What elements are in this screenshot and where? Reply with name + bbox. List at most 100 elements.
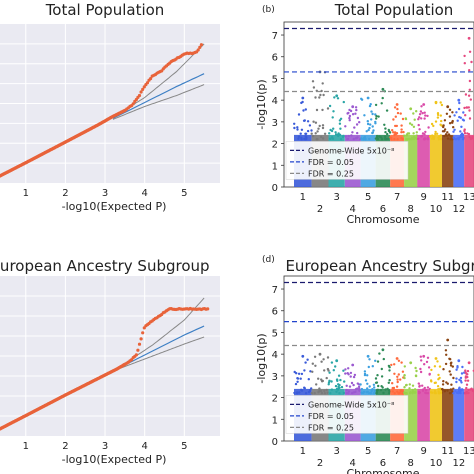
snp-point bbox=[325, 388, 328, 392]
y-tick-label: 1 bbox=[272, 161, 278, 172]
legend-label: FDR = 0.05 bbox=[308, 412, 354, 421]
snp-point bbox=[296, 126, 299, 129]
snp-point bbox=[315, 108, 319, 112]
snp-point bbox=[366, 382, 369, 385]
snp-point bbox=[417, 118, 420, 121]
snp-point bbox=[370, 110, 373, 113]
snp-point bbox=[426, 356, 430, 359]
snp-point bbox=[449, 373, 452, 376]
x-axis-label: -log10(Expected P) bbox=[62, 453, 167, 466]
snp-point bbox=[314, 96, 317, 99]
snp-point bbox=[372, 383, 376, 386]
snp-point bbox=[386, 387, 389, 390]
snp-point bbox=[443, 128, 447, 131]
snp-point bbox=[436, 113, 440, 117]
snp-point bbox=[387, 129, 391, 133]
y-tick-label: 1 bbox=[272, 415, 278, 426]
snp-point bbox=[314, 364, 317, 367]
snp-point bbox=[399, 112, 402, 115]
chromosome-label: 10 bbox=[430, 204, 443, 215]
snp-point bbox=[421, 384, 424, 387]
snp-point bbox=[456, 137, 459, 140]
snp-point bbox=[405, 138, 408, 141]
snp-point bbox=[439, 387, 442, 390]
snp-point bbox=[445, 353, 448, 356]
snp-point bbox=[397, 359, 401, 362]
snp-point bbox=[330, 361, 334, 364]
snp-point bbox=[374, 381, 378, 384]
snp-point bbox=[318, 96, 321, 99]
x-tick-label: 4 bbox=[141, 188, 147, 199]
snp-point bbox=[425, 360, 429, 364]
snp-point bbox=[320, 360, 323, 363]
snp-point bbox=[464, 93, 468, 96]
snp-peak bbox=[395, 357, 399, 360]
snp-point bbox=[443, 130, 446, 133]
y-tick-label: 5 bbox=[272, 328, 278, 339]
snp-point bbox=[349, 371, 353, 375]
snp-point bbox=[388, 379, 391, 382]
qq-point bbox=[141, 87, 145, 91]
snp-point bbox=[384, 131, 387, 134]
snp-peak bbox=[467, 361, 471, 365]
chromosome-label: 12 bbox=[452, 458, 465, 469]
y-tick-label: 5 bbox=[272, 74, 278, 85]
snp-point bbox=[303, 369, 306, 372]
snp-point bbox=[413, 391, 417, 394]
snp-point bbox=[424, 130, 427, 134]
chromosome-block bbox=[453, 134, 465, 187]
snp-point bbox=[433, 135, 436, 138]
snp-point bbox=[337, 386, 341, 390]
snp-point bbox=[384, 137, 387, 141]
snp-point bbox=[419, 370, 423, 374]
manhattan-plot-total: Genome-Wide 5x10⁻⁸ FDR = 0.05 FDR = 0.25 0 1… bbox=[255, 21, 474, 226]
snp-point bbox=[294, 382, 298, 386]
snp-point bbox=[297, 113, 301, 116]
snp-point bbox=[374, 377, 378, 380]
chromosome-label: 12 bbox=[452, 204, 465, 215]
snp-point bbox=[296, 380, 299, 383]
snp-point bbox=[386, 137, 390, 141]
snp-point bbox=[423, 133, 426, 136]
snp-point bbox=[303, 387, 306, 390]
qq-point bbox=[141, 331, 145, 335]
snp-point bbox=[311, 135, 315, 138]
snp-point bbox=[326, 356, 330, 359]
snp-point bbox=[345, 391, 348, 395]
snp-point bbox=[463, 128, 466, 131]
manhattan-total-title: Total Population bbox=[334, 1, 454, 19]
snp-point bbox=[443, 389, 447, 392]
snp-point bbox=[332, 369, 335, 372]
x-tick-label: 3 bbox=[102, 441, 108, 452]
qq-plot-euro: 1 2 3 4 5 -log10(Expected P) bbox=[0, 276, 220, 466]
snp-point bbox=[464, 371, 467, 374]
snp-point bbox=[413, 135, 416, 138]
snp-point bbox=[367, 128, 370, 132]
chromosome-label: 6 bbox=[380, 458, 386, 469]
snp-point bbox=[458, 378, 461, 381]
chromosome-label: 5 bbox=[365, 192, 371, 203]
snp-point bbox=[293, 126, 296, 130]
y-tick-label: 4 bbox=[272, 96, 278, 107]
snp-point bbox=[423, 111, 426, 114]
snp-point bbox=[418, 128, 421, 131]
snp-point bbox=[364, 379, 368, 382]
snp-peak bbox=[395, 103, 399, 106]
snp-point bbox=[374, 137, 378, 140]
y-tick-label: 6 bbox=[272, 53, 278, 64]
snp-point bbox=[355, 108, 358, 112]
chromosome-label: 4 bbox=[350, 204, 356, 215]
snp-point bbox=[368, 385, 371, 388]
snp-point bbox=[463, 132, 467, 135]
snp-point bbox=[424, 114, 427, 117]
snp-point bbox=[316, 130, 319, 133]
chromosome-label: 10 bbox=[430, 458, 443, 469]
snp-point bbox=[338, 392, 341, 395]
snp-point bbox=[371, 131, 374, 135]
snp-point bbox=[335, 387, 339, 390]
snp-point bbox=[393, 137, 396, 141]
snp-point bbox=[318, 387, 321, 390]
snp-point bbox=[323, 392, 327, 395]
snp-point bbox=[338, 119, 342, 122]
snp-peak bbox=[446, 105, 450, 109]
